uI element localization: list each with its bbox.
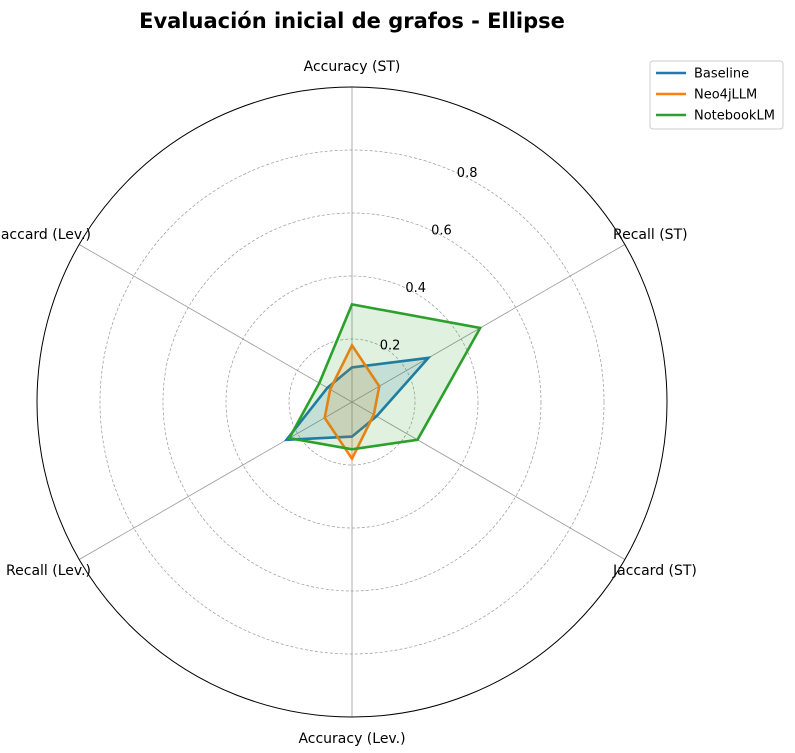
- spoke-4: [79, 401, 353, 560]
- axis-label: Accuracy (ST): [304, 59, 401, 75]
- legend-label-neo4jllm: Neo4jLLM: [694, 88, 757, 103]
- legend: Baseline Neo4jLLM NotebookLM: [649, 60, 784, 130]
- legend-label-notebooklm: NotebookLM: [694, 109, 775, 124]
- r-tick-label: 0.4: [405, 281, 426, 296]
- spoke-5: [79, 244, 353, 403]
- axis-label: Jaccard (ST): [612, 563, 697, 579]
- axis-label: Jaccard (Lev.): [0, 227, 91, 243]
- spoke-2: [351, 401, 625, 560]
- radar-grid: [36, 86, 668, 718]
- r-tick-label: 0.2: [380, 339, 401, 354]
- r-tick-label: 0.8: [457, 166, 478, 181]
- axis-label: Recall (Lev.): [6, 563, 91, 579]
- legend-box: [649, 60, 784, 130]
- axis-label: Recall (ST): [613, 227, 688, 243]
- series-notebooklm-polygon: [287, 302, 483, 451]
- radar-series: [283, 302, 483, 462]
- axis-label: Accuracy (Lev.): [298, 731, 405, 747]
- chart-title: Evaluación inicial de grafos - Ellipse: [139, 9, 565, 33]
- r-tick-label: 0.6: [431, 223, 452, 238]
- legend-label-baseline: Baseline: [694, 67, 749, 82]
- outer-circle: [36, 86, 668, 718]
- series-neo4jllm-polygon: [323, 342, 381, 462]
- spoke-1: [351, 244, 625, 403]
- radar-labels: 0.2 0.4 0.6 0.8 Accuracy (ST) Recall (ST) Jacc…: [0, 59, 697, 747]
- series-baseline-polygon: [283, 356, 432, 442]
